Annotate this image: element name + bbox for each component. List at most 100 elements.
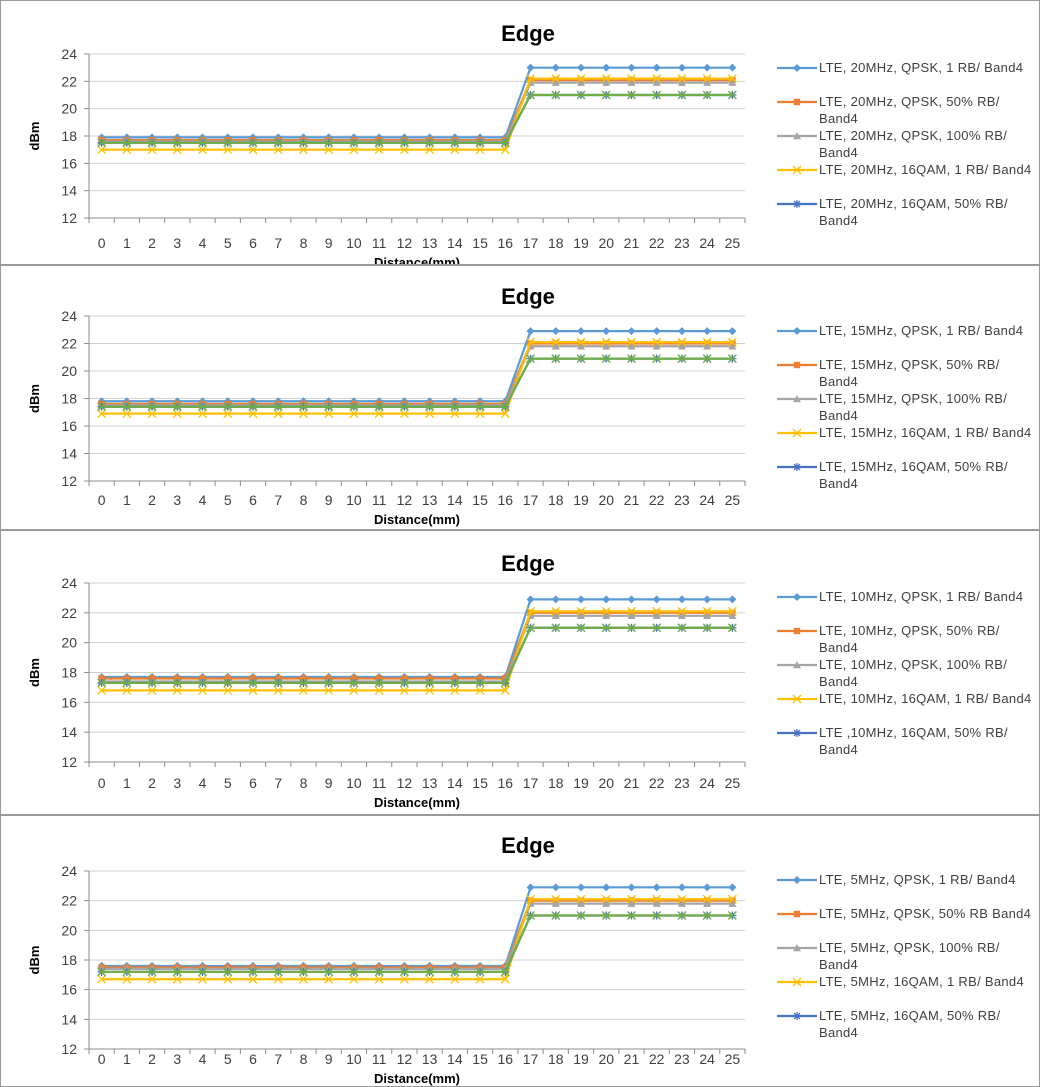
x-tick-label: 25: [725, 235, 741, 251]
x-tick-label: 2: [148, 235, 156, 251]
series-line: [101, 614, 733, 683]
data-point: [248, 409, 258, 419]
data-point: [97, 409, 107, 419]
data-point: [425, 967, 435, 977]
data-point: [172, 402, 182, 412]
x-tick-label: 1: [123, 775, 131, 791]
x-tick-label: 5: [224, 235, 232, 251]
x-tick-label: 12: [397, 775, 413, 791]
data-point: [248, 138, 258, 148]
data-point: [627, 78, 636, 86]
legend-label: LTE, 5MHz, QPSK, 100% RB/ Band4: [819, 940, 1000, 972]
data-point: [551, 606, 561, 616]
data-point: [677, 78, 686, 86]
series-4: [97, 74, 737, 155]
data-point: [500, 678, 510, 688]
x-tick-label: 4: [199, 775, 207, 791]
data-point: [198, 974, 207, 984]
x-tick-label: 18: [548, 775, 564, 791]
data-point: [551, 894, 561, 904]
data-point: [526, 327, 535, 336]
legend-label: LTE, 15MHz, QPSK, 1 RB/ Band4: [819, 323, 1024, 338]
series-line: [101, 898, 733, 981]
x-tick-label: 22: [649, 492, 665, 508]
x-tick-label: 5: [224, 492, 232, 508]
data-point: [198, 145, 207, 155]
legend-label: LTE, 5MHz, 16QAM, 1 RB/ Band4: [819, 974, 1024, 989]
x-tick-label: 25: [725, 492, 741, 508]
x-tick-label: 15: [472, 492, 488, 508]
y-tick-label: 20: [61, 635, 77, 651]
data-point: [728, 595, 737, 604]
data-point: [576, 894, 586, 904]
legend-swatch: [777, 395, 817, 403]
data-point: [299, 678, 308, 688]
data-point: [223, 402, 233, 412]
data-point: [576, 911, 586, 920]
x-tick-label: 0: [98, 235, 106, 251]
data-point: [147, 409, 157, 419]
data-point: [500, 138, 510, 148]
data-point: [273, 685, 283, 695]
legend-label: LTE ,10MHz, 16QAM, 50% RB/ Band4: [819, 725, 1008, 757]
data-point: [97, 402, 107, 412]
legend-swatch: [777, 1012, 817, 1020]
x-tick-label: 15: [472, 775, 488, 791]
data-point: [677, 623, 687, 633]
data-point: [652, 883, 661, 892]
data-point: [324, 145, 334, 155]
data-point: [727, 606, 737, 616]
x-tick-label: 11: [372, 775, 387, 791]
data-point: [399, 138, 409, 148]
x-tick-label: 18: [548, 492, 564, 508]
data-point: [324, 402, 334, 412]
x-tick-label: 14: [447, 775, 463, 791]
data-point: [551, 623, 561, 633]
data-point: [374, 974, 384, 984]
data-point: [147, 145, 157, 155]
data-point: [97, 145, 107, 155]
legend-swatch: [777, 200, 817, 208]
legend-swatch: [777, 64, 817, 72]
legend-entry: LTE, 5MHz, QPSK, 100% RB/ Band4: [771, 939, 1039, 973]
data-point: [147, 138, 157, 148]
series-line: [101, 899, 733, 969]
series-line: [101, 626, 733, 685]
data-point: [500, 967, 510, 977]
data-point: [500, 409, 510, 419]
data-point: [299, 974, 308, 984]
data-point: [526, 623, 535, 633]
data-point: [248, 402, 258, 412]
legend-swatch: [777, 98, 817, 106]
data-point: [198, 685, 207, 695]
data-point: [122, 138, 132, 148]
data-point: [526, 337, 535, 347]
legend-entry: LTE ,10MHz, 16QAM, 50% RB/ Band4: [771, 724, 1039, 758]
y-tick-label: 22: [61, 336, 77, 352]
data-point: [703, 611, 712, 620]
data-point: [147, 402, 157, 412]
data-point: [577, 883, 585, 892]
data-point: [602, 78, 611, 86]
data-point: [551, 611, 560, 620]
data-point: [475, 678, 485, 688]
data-point: [551, 342, 560, 350]
data-point: [147, 974, 157, 984]
data-point: [273, 409, 283, 419]
data-point: [450, 974, 460, 984]
chart-panel-3: Edge 12 14 16 18 20 22 24 0 1 2 3 4 5 6 7 8 9 10 11 12 13 14 15…: [0, 530, 1040, 815]
data-point: [703, 899, 712, 907]
data-point: [602, 342, 611, 350]
legend-entry: LTE, 15MHz, QPSK, 100% RB/ Band4: [771, 390, 1039, 424]
series-line: [101, 342, 733, 406]
data-point: [703, 342, 712, 350]
data-point: [223, 685, 233, 695]
data-point: [576, 354, 586, 364]
x-tick-label: 21: [624, 235, 640, 251]
series-1: [97, 595, 737, 681]
data-point: [627, 611, 636, 620]
data-point: [652, 606, 662, 616]
x-tick-label: 15: [472, 235, 488, 251]
x-tick-label: 11: [372, 1051, 387, 1067]
